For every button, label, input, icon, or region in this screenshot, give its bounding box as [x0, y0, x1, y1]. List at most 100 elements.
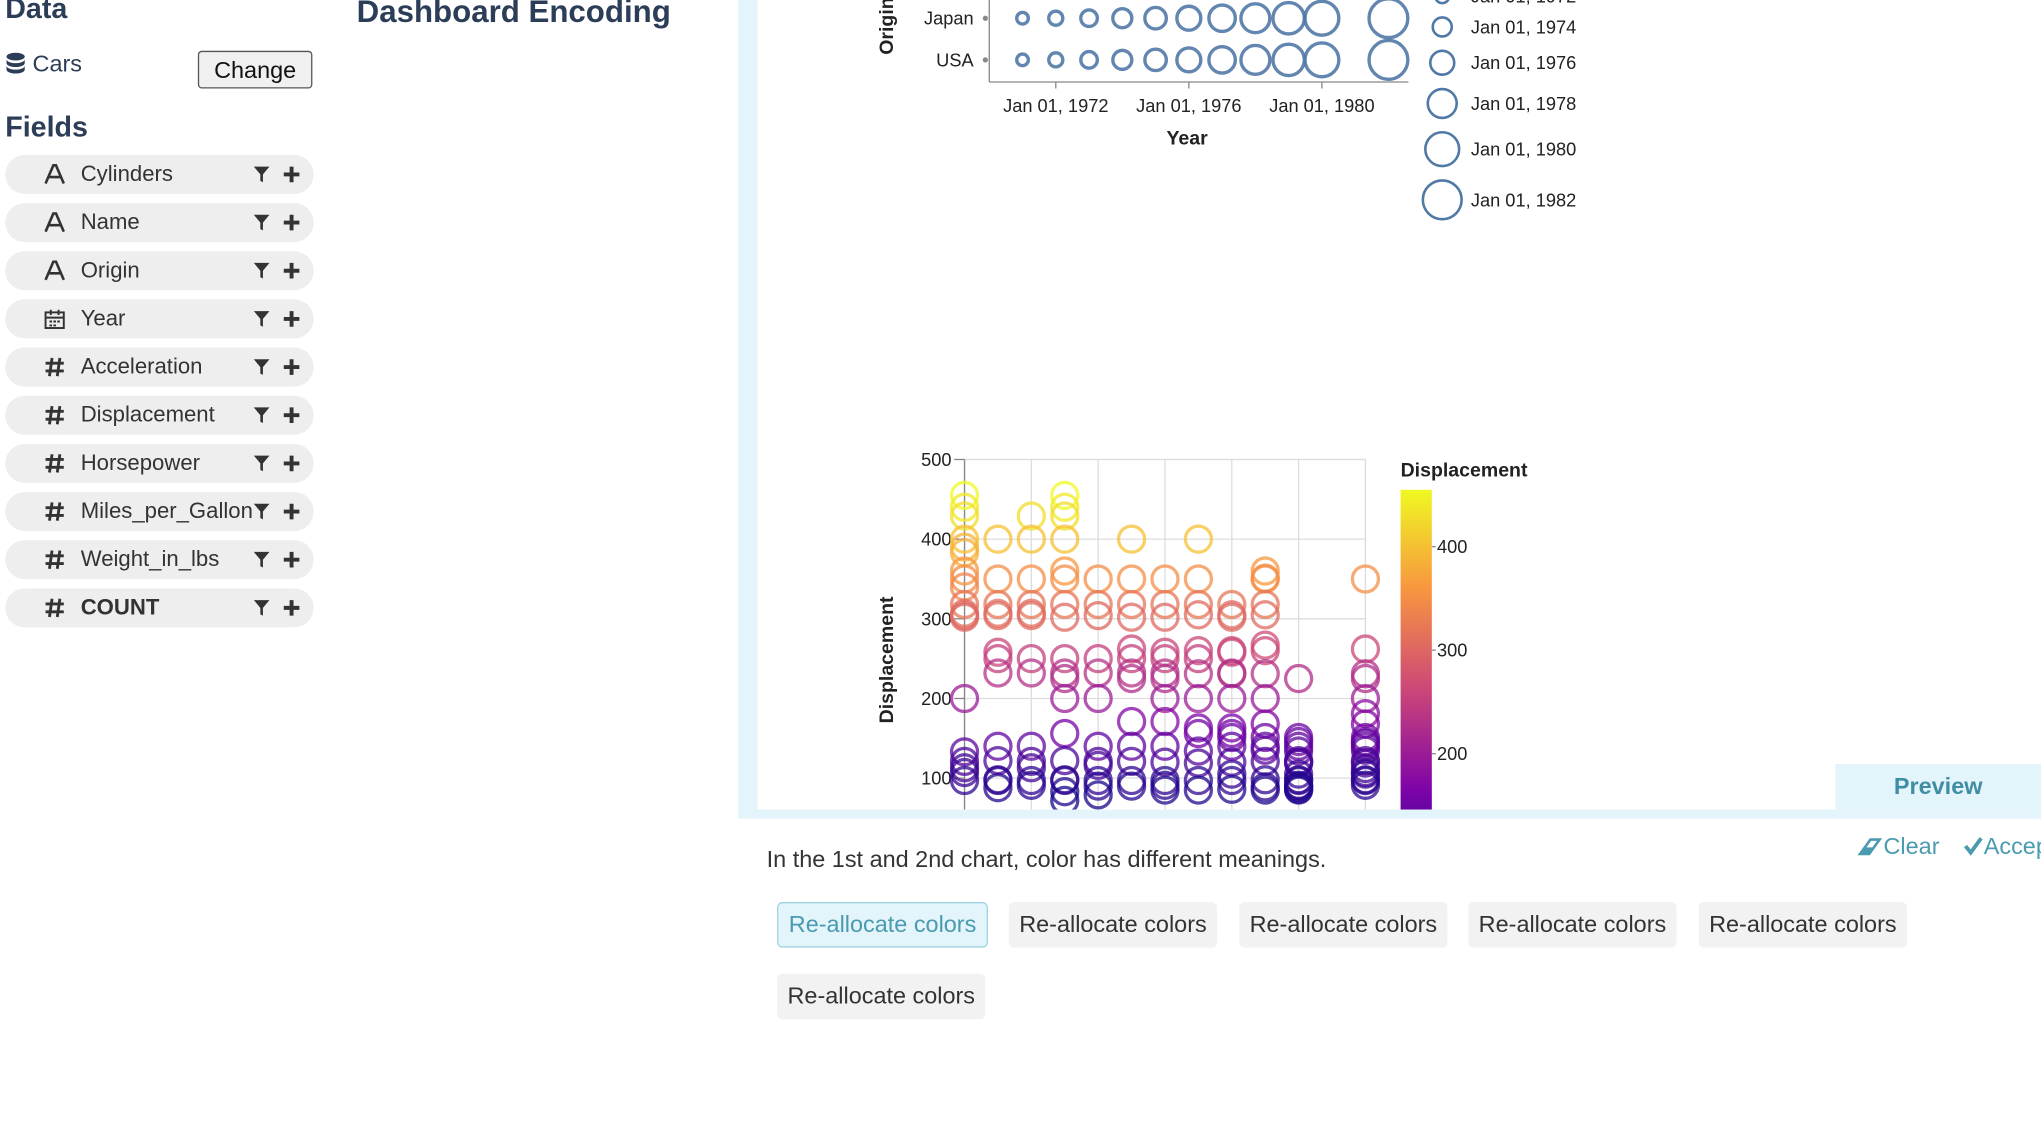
add-icon[interactable]: [282, 599, 300, 617]
field-pill[interactable]: Acceleration: [5, 347, 314, 387]
filter-icon[interactable]: [253, 454, 271, 472]
point: [1350, 735, 1381, 765]
field-pill[interactable]: Weight_in_lbs: [5, 540, 314, 580]
filter-icon[interactable]: [253, 358, 271, 376]
point: [949, 589, 980, 620]
color-legend-label: 400: [1437, 537, 1467, 557]
reallocate-button[interactable]: Re-allocate colors: [1698, 902, 1908, 948]
point: [1016, 658, 1046, 688]
size-legend-label: Jan 01, 1978: [1471, 94, 1576, 114]
accept-button[interactable]: Accept: [1963, 833, 2041, 860]
change-button[interactable]: Change: [197, 50, 313, 89]
add-icon[interactable]: [282, 310, 300, 328]
add-icon[interactable]: [282, 551, 300, 569]
field-name: Cylinders: [80, 161, 173, 187]
add-icon[interactable]: [282, 262, 300, 280]
reallocate-button[interactable]: Re-allocate colors: [777, 973, 986, 1020]
chart-canvas: Origin Year Japan USA Jan 01, 1972 Jan 01, 19…: [876, 0, 1576, 810]
field-pill[interactable]: Miles_per_Gallon: [5, 492, 314, 532]
point: [1050, 785, 1080, 810]
point: [1350, 564, 1381, 594]
point: [1050, 663, 1080, 694]
field-name: Horsepower: [80, 450, 201, 476]
field-pill[interactable]: Name: [5, 203, 314, 243]
message: In the 1st and 2nd chart, color has diff…: [766, 846, 1327, 873]
eraser-icon: [1857, 838, 1883, 856]
field-pill[interactable]: Origin: [5, 251, 314, 291]
y-tick: [982, 57, 988, 63]
reallocate-button[interactable]: Re-allocate colors: [1239, 902, 1448, 948]
point: [983, 600, 1013, 631]
point: [1016, 524, 1046, 554]
clear-button[interactable]: Clear: [1857, 833, 1939, 860]
filter-icon[interactable]: [253, 262, 271, 280]
reallocate-button[interactable]: Re-allocate colors: [777, 902, 989, 948]
point: [1250, 775, 1280, 805]
field-pill[interactable]: Displacement: [5, 395, 314, 435]
point: [1116, 634, 1147, 664]
number-type-icon: [45, 550, 64, 570]
bubble: [1303, 0, 1341, 37]
point: [949, 556, 980, 586]
point: [1217, 683, 1247, 714]
field-pill[interactable]: Horsepower: [5, 443, 314, 483]
field-pill[interactable]: Cylinders: [5, 154, 314, 194]
point: [1016, 589, 1046, 620]
point: [1050, 643, 1080, 674]
filter-icon[interactable]: [253, 165, 271, 183]
point: [1250, 600, 1280, 630]
point: [1016, 770, 1046, 800]
size-legend-label: Jan 01, 1974: [1471, 17, 1576, 37]
point: [983, 564, 1013, 594]
point: [1150, 663, 1180, 694]
bubble: [1111, 48, 1134, 72]
add-icon[interactable]: [282, 165, 300, 183]
point: [1150, 747, 1180, 777]
point: [1050, 777, 1080, 807]
point: [1150, 589, 1180, 620]
point: [1217, 589, 1247, 620]
point: [1016, 731, 1046, 761]
y-axis-title: Displacement: [876, 596, 898, 723]
preview-tab[interactable]: Preview: [1835, 764, 2041, 810]
add-icon[interactable]: [282, 406, 300, 424]
point: [949, 737, 980, 767]
point: [1250, 636, 1280, 666]
reallocate-button[interactable]: Re-allocate colors: [1468, 902, 1677, 948]
field-pill[interactable]: COUNT: [5, 588, 314, 628]
point: [1283, 663, 1314, 694]
filter-icon[interactable]: [253, 502, 271, 520]
reallocate-button[interactable]: Re-allocate colors: [1008, 902, 1218, 948]
point: [1083, 731, 1113, 761]
point: [1350, 770, 1381, 800]
point: [1217, 731, 1247, 761]
filter-icon[interactable]: [253, 406, 271, 424]
field-pill[interactable]: Year: [5, 299, 314, 339]
filter-icon[interactable]: [253, 310, 271, 328]
point: [1183, 589, 1214, 620]
point: [983, 773, 1013, 803]
add-icon[interactable]: [282, 358, 300, 376]
add-icon[interactable]: [282, 502, 300, 520]
number-type-icon: [45, 405, 64, 425]
point: [1183, 683, 1214, 714]
date-type-icon: [45, 309, 64, 327]
date-type-icon: [44, 311, 65, 329]
filter-icon[interactable]: [253, 551, 271, 569]
point: [949, 501, 980, 531]
clear-label: Clear: [1883, 833, 1940, 860]
add-icon[interactable]: [282, 454, 300, 472]
point: [1150, 602, 1180, 632]
point: [1183, 775, 1214, 805]
add-icon[interactable]: [282, 213, 300, 231]
filter-icon[interactable]: [253, 213, 271, 231]
point: [1250, 765, 1280, 795]
point: [1150, 731, 1180, 761]
point: [1250, 556, 1280, 586]
point: [1116, 564, 1147, 594]
size-legend-symbol: [1421, 179, 1463, 221]
bubble: [1175, 4, 1203, 32]
filter-icon[interactable]: [253, 599, 271, 617]
y-tick-label: USA: [936, 50, 974, 70]
point: [1050, 745, 1080, 776]
